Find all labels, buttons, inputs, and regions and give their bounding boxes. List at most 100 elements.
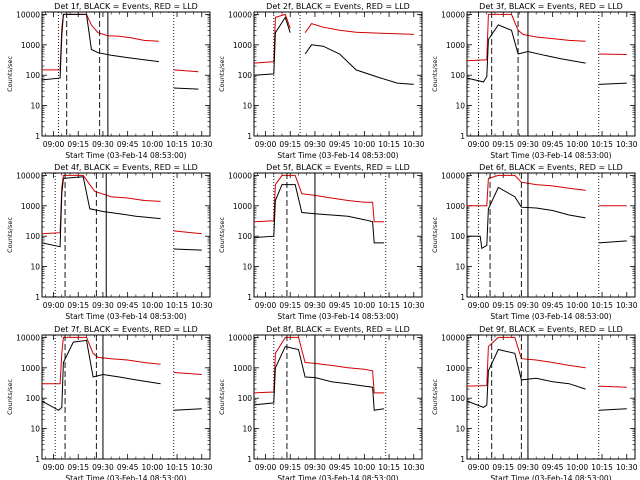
x-tick-label: 10:00 (142, 301, 164, 310)
x-tick-label: 09:30 (304, 140, 326, 149)
chart-title: Det 8f, BLACK = Events, RED = LLD (266, 325, 410, 334)
series-line-events (42, 339, 202, 411)
y-tick-label: 1 (247, 293, 252, 302)
x-tick-label: 10:15 (166, 463, 188, 472)
x-tick-label: 09:45 (542, 140, 564, 149)
x-tick-label: 10:30 (403, 140, 425, 149)
x-tick-label: 09:45 (117, 140, 139, 149)
chart-title: Det 5f, BLACK = Events, RED = LLD (266, 163, 410, 172)
y-tick-label: 10 (30, 425, 40, 434)
series-line-lld (42, 174, 202, 235)
chart-panel-8: Det 8f, BLACK = Events, RED = LLD Start T… (218, 325, 425, 480)
plot-data (42, 335, 202, 459)
x-tick-label: 09:15 (67, 301, 89, 310)
plot-frame (253, 11, 423, 137)
x-tick-label: 10:00 (567, 301, 589, 310)
x-tick-label: 09:00 (468, 301, 490, 310)
chart-panel-2: Det 2f, BLACK = Events, RED = LLD Start T… (218, 2, 425, 160)
y-tick-label: 1000 (21, 202, 40, 211)
y-axis-label: Counts/sec (218, 217, 226, 253)
chart-title: Det 2f, BLACK = Events, RED = LLD (266, 2, 410, 11)
y-tick-label: 1000 (446, 41, 465, 50)
x-tick-label: 10:15 (378, 140, 400, 149)
x-tick-label: 09:15 (67, 463, 89, 472)
series-line-lld (254, 13, 414, 64)
chart-title: Det 3f, BLACK = Events, RED = LLD (479, 2, 623, 11)
x-tick-label: 09:00 (255, 301, 277, 310)
x-tick-label: 09:30 (92, 463, 114, 472)
x-tick-label: 10:30 (191, 140, 213, 149)
x-tick-label: 09:30 (517, 463, 539, 472)
x-tick-label: 09:30 (304, 463, 326, 472)
plot-frame (253, 334, 423, 460)
y-tick-label: 1 (460, 293, 465, 302)
series-line-lld (467, 13, 627, 62)
x-tick-label: 10:15 (378, 301, 400, 310)
chart-panel-9: Det 9f, BLACK = Events, RED = LLD Start T… (431, 325, 638, 480)
x-tick-label: 09:15 (492, 463, 514, 472)
y-tick-label: 10 (242, 263, 252, 272)
x-tick-label: 09:15 (67, 140, 89, 149)
x-tick-label: 10:30 (616, 463, 638, 472)
y-axis-label: Counts/sec (6, 56, 14, 92)
series-line-lld (467, 336, 627, 388)
y-axis-label: Counts/sec (218, 56, 226, 92)
chart-panel-3: Det 3f, BLACK = Events, RED = LLD Start T… (431, 2, 638, 160)
y-tick-label: 100 (238, 394, 253, 403)
series-line-events (42, 176, 202, 251)
x-tick-label: 09:15 (492, 140, 514, 149)
plot-data (254, 12, 414, 136)
y-tick-label: 1000 (233, 41, 252, 50)
y-tick-label: 10 (242, 425, 252, 434)
y-tick-label: 1 (460, 132, 465, 141)
x-tick-label: 09:45 (329, 301, 351, 310)
x-tick-label: 10:30 (616, 301, 638, 310)
x-tick-label: 09:45 (117, 463, 139, 472)
x-tick-label: 09:00 (43, 301, 65, 310)
x-axis-label: Start Time (03-Feb-14 08:53:00) (65, 312, 186, 321)
x-axis-label: Start Time (03-Feb-14 08:53:00) (490, 312, 611, 321)
y-axis-label: Counts/sec (6, 217, 14, 253)
x-tick-label: 10:00 (142, 463, 164, 472)
series-line-lld (42, 13, 199, 73)
chart-panel-4: Det 4f, BLACK = Events, RED = LLD Start T… (6, 163, 213, 321)
y-tick-label: 10 (455, 425, 465, 434)
data-gap (588, 13, 598, 135)
x-tick-label: 10:30 (191, 463, 213, 472)
x-axis-label: Start Time (03-Feb-14 08:53:00) (277, 151, 398, 160)
y-tick-label: 100 (451, 71, 466, 80)
y-tick-label: 10 (242, 102, 252, 111)
chart-panel-5: Det 5f, BLACK = Events, RED = LLD Start T… (218, 163, 425, 321)
x-tick-label: 09:30 (92, 140, 114, 149)
data-gap (160, 13, 173, 135)
plot-data (467, 173, 627, 297)
plot-data (254, 173, 387, 297)
chart-panel-7: Det 7f, BLACK = Events, RED = LLD Start T… (6, 325, 213, 480)
x-tick-label: 10:00 (354, 140, 376, 149)
y-tick-label: 10000 (16, 10, 40, 19)
y-tick-label: 1 (35, 132, 40, 141)
y-tick-label: 1 (35, 455, 40, 464)
chart-title: Det 9f, BLACK = Events, RED = LLD (479, 325, 623, 334)
x-tick-label: 09:45 (542, 301, 564, 310)
data-gap (588, 336, 598, 458)
plot-data (254, 335, 387, 459)
x-tick-label: 10:00 (142, 140, 164, 149)
y-tick-label: 10000 (228, 333, 252, 342)
x-tick-label: 09:00 (43, 463, 65, 472)
x-axis-label: Start Time (03-Feb-14 08:53:00) (490, 151, 611, 160)
plot-data (467, 12, 627, 136)
series-line-events (42, 13, 199, 90)
x-tick-label: 10:30 (191, 301, 213, 310)
plot-frame (466, 172, 636, 298)
data-gap (162, 174, 173, 296)
x-tick-label: 09:30 (92, 301, 114, 310)
y-tick-label: 100 (451, 232, 466, 241)
y-tick-label: 10 (455, 263, 465, 272)
chart-panel-1: Det 1f, BLACK = Events, RED = LLD Start T… (6, 2, 213, 160)
plot-frame (41, 334, 211, 460)
x-tick-label: 10:15 (591, 301, 613, 310)
y-tick-label: 10000 (16, 333, 40, 342)
x-tick-label: 09:15 (279, 140, 301, 149)
x-tick-label: 10:15 (591, 463, 613, 472)
